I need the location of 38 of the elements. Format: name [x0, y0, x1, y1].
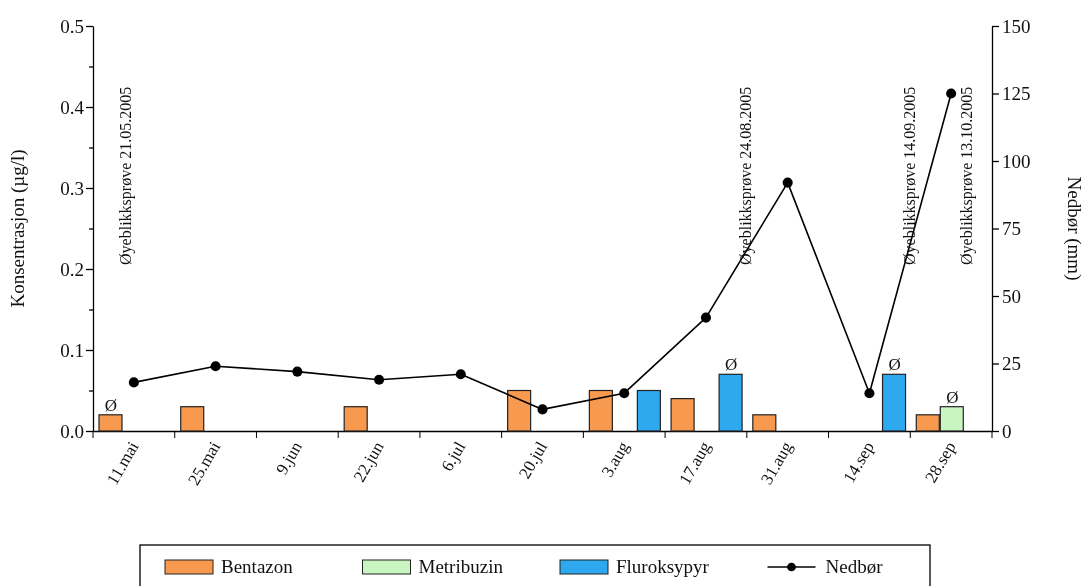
annotation: Øyeblikksprøve 21.05.2005	[117, 86, 135, 265]
point	[292, 366, 303, 377]
y-axis-title: Konsentrasjon (µg/l)	[7, 149, 29, 308]
y2-tick-label: 75	[1002, 218, 1021, 240]
annotation: Øyeblikksprøve 14.09.2005	[900, 86, 919, 265]
y2-tick-label: 25	[1002, 353, 1021, 375]
legend-label: Nedbør	[825, 556, 884, 577]
y2-tick-label: 50	[1002, 285, 1021, 307]
annotation: Øyeblikksprøve 13.10.2005	[958, 86, 977, 265]
annotation: Ø	[888, 355, 901, 375]
y-tick-label: 0.3	[60, 177, 84, 199]
annotation: Ø	[724, 355, 738, 375]
point	[700, 312, 711, 323]
point	[128, 377, 139, 388]
point	[374, 374, 385, 385]
y-tick-label: 0.4	[60, 96, 85, 118]
point	[619, 388, 630, 399]
y-tick-label: 0.5	[60, 15, 84, 37]
annotation: Ø	[946, 387, 959, 407]
annotation: Ø	[104, 395, 118, 415]
y-tick-label: 0.2	[60, 258, 84, 280]
y2-axis-title: Nedbør (mm)	[1063, 176, 1085, 281]
annotation: Øyeblikksprøve 24.08.2005	[737, 86, 756, 265]
point	[864, 388, 875, 399]
y-tick-label: 0.0	[60, 420, 84, 442]
point	[946, 88, 957, 99]
y2-tick-label: 150	[1002, 15, 1031, 37]
point	[537, 404, 548, 415]
legend-label: Bentazon	[221, 556, 294, 577]
point	[210, 361, 221, 372]
point	[782, 177, 793, 188]
y-tick-label: 0.1	[60, 339, 84, 361]
legend-label: Fluroksypyr	[616, 556, 710, 577]
legend-label: Metribuzin	[418, 556, 504, 577]
y2-tick-label: 0	[1002, 420, 1012, 442]
y2-tick-label: 125	[1002, 83, 1031, 105]
point	[455, 369, 466, 380]
y2-tick-label: 100	[1002, 150, 1031, 172]
